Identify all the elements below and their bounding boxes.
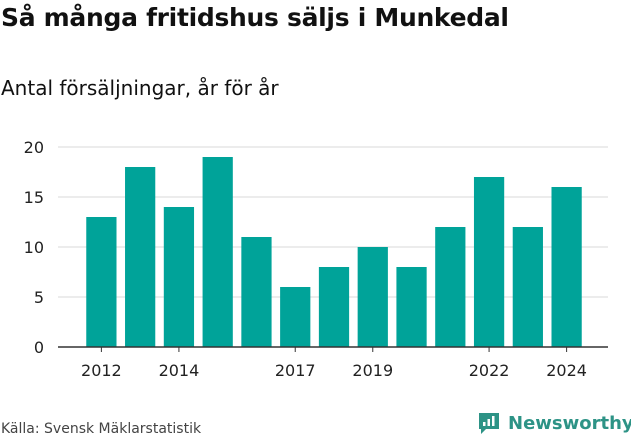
x-tick-label: 2024 [546,361,587,380]
x-tick-label: 2017 [275,361,316,380]
source-note: Källa: Svensk Mäklarstatistik [1,421,202,437]
newsworthy-logo: Newsworthy [476,409,631,437]
bar-2021 [435,227,466,347]
y-tick-label: 10 [24,238,44,257]
bar-2017 [280,287,311,347]
bar-2015 [202,157,233,347]
bar-2014 [163,207,195,347]
y-tick-label: 0 [34,338,44,357]
x-tick-label: 2014 [159,361,200,380]
x-axis-ticks: 2012 2014 2017 2019 2022 2024 [81,347,587,380]
y-axis-ticks: 0 5 10 15 20 [24,138,44,357]
bar-2012 [86,217,117,347]
y-tick-label: 20 [24,138,44,157]
x-tick-label: 2022 [469,361,510,380]
bar-2018 [318,267,350,347]
newsworthy-logo-icon [479,413,499,434]
bar-2020 [396,267,427,347]
bars [86,157,582,347]
bar-2013 [125,167,156,347]
bar-2023 [512,227,543,347]
y-tick-label: 5 [34,288,44,307]
bar-2024 [551,187,582,347]
bar-chart: 0 5 10 15 20 2012 2014 2017 2019 2022 2024 [24,138,608,380]
brand-name: Newsworthy [508,412,631,434]
bar-2019 [357,247,388,347]
y-tick-label: 15 [24,188,44,207]
x-tick-label: 2012 [81,361,122,380]
chart-subtitle: Antal försäljningar, år för år [1,76,279,100]
bar-2016 [241,237,272,347]
bar-2022 [473,177,505,347]
x-tick-label: 2019 [352,361,393,380]
chart-title: Så många fritidshus säljs i Munkedal [1,3,509,32]
